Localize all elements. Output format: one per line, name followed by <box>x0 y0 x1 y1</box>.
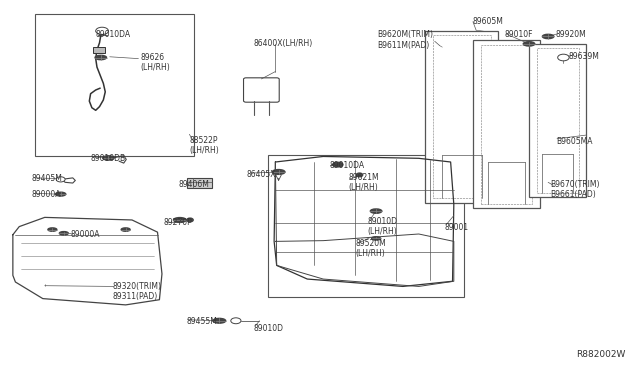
Text: 89010DA: 89010DA <box>330 161 365 170</box>
Text: B9620M(TRIM)
B9611M(PAD): B9620M(TRIM) B9611M(PAD) <box>378 31 433 50</box>
Text: B9670(TRIM)
B9661(PAD): B9670(TRIM) B9661(PAD) <box>550 180 600 199</box>
Bar <box>268 155 464 297</box>
Text: 89455M: 89455M <box>186 317 217 326</box>
Text: 89270P: 89270P <box>164 218 193 227</box>
Text: 89621M
(LH/RH): 89621M (LH/RH) <box>349 173 380 192</box>
Text: 89010D
(LH/RH): 89010D (LH/RH) <box>368 217 398 236</box>
Text: 89010F: 89010F <box>505 30 533 39</box>
Ellipse shape <box>95 55 106 60</box>
Circle shape <box>557 54 569 61</box>
Circle shape <box>56 177 65 182</box>
Text: 89626
(LH/RH): 89626 (LH/RH) <box>140 52 170 72</box>
Text: 86405X: 86405X <box>246 170 276 179</box>
Text: 89520M
(LH/RH): 89520M (LH/RH) <box>355 239 386 259</box>
FancyBboxPatch shape <box>244 78 279 102</box>
Circle shape <box>187 218 193 222</box>
Circle shape <box>231 318 241 324</box>
Ellipse shape <box>48 228 57 231</box>
Text: 89320(TRIM)
89311(PAD): 89320(TRIM) 89311(PAD) <box>113 282 162 301</box>
Text: 89406M: 89406M <box>179 180 209 189</box>
Bar <box>529 44 586 197</box>
Bar <box>473 40 540 208</box>
Text: 89920M: 89920M <box>556 30 586 39</box>
Circle shape <box>356 173 363 177</box>
Text: 89639M: 89639M <box>568 52 600 61</box>
Bar <box>35 14 194 157</box>
Text: 89605M: 89605M <box>473 17 504 26</box>
Text: 89000A: 89000A <box>32 190 61 199</box>
Ellipse shape <box>121 228 130 231</box>
Ellipse shape <box>272 170 285 174</box>
Text: 89010DB: 89010DB <box>91 154 125 163</box>
Ellipse shape <box>102 156 114 160</box>
Bar <box>425 31 499 203</box>
Text: 89010D: 89010D <box>253 324 283 333</box>
Bar <box>481 45 532 204</box>
Text: 89405M: 89405M <box>32 174 63 183</box>
Ellipse shape <box>173 218 186 222</box>
Bar <box>537 48 579 193</box>
Text: B9605MA: B9605MA <box>556 137 592 146</box>
Ellipse shape <box>372 237 381 240</box>
Text: R882002W: R882002W <box>577 350 626 359</box>
Bar <box>433 35 491 198</box>
Text: 86400X(LH/RH): 86400X(LH/RH) <box>253 39 312 48</box>
Ellipse shape <box>371 209 382 213</box>
Ellipse shape <box>213 318 226 323</box>
Text: 88522P
(LH/RH): 88522P (LH/RH) <box>189 136 219 155</box>
Ellipse shape <box>56 192 66 196</box>
Ellipse shape <box>60 232 68 235</box>
Circle shape <box>96 27 108 35</box>
Circle shape <box>333 162 340 167</box>
Text: 89001: 89001 <box>444 223 468 232</box>
Circle shape <box>335 162 343 167</box>
Bar <box>188 177 212 188</box>
Ellipse shape <box>524 42 535 46</box>
Text: 89010DA: 89010DA <box>96 30 131 39</box>
Bar <box>93 47 105 53</box>
Ellipse shape <box>542 34 554 39</box>
Text: 89000A: 89000A <box>70 230 100 239</box>
